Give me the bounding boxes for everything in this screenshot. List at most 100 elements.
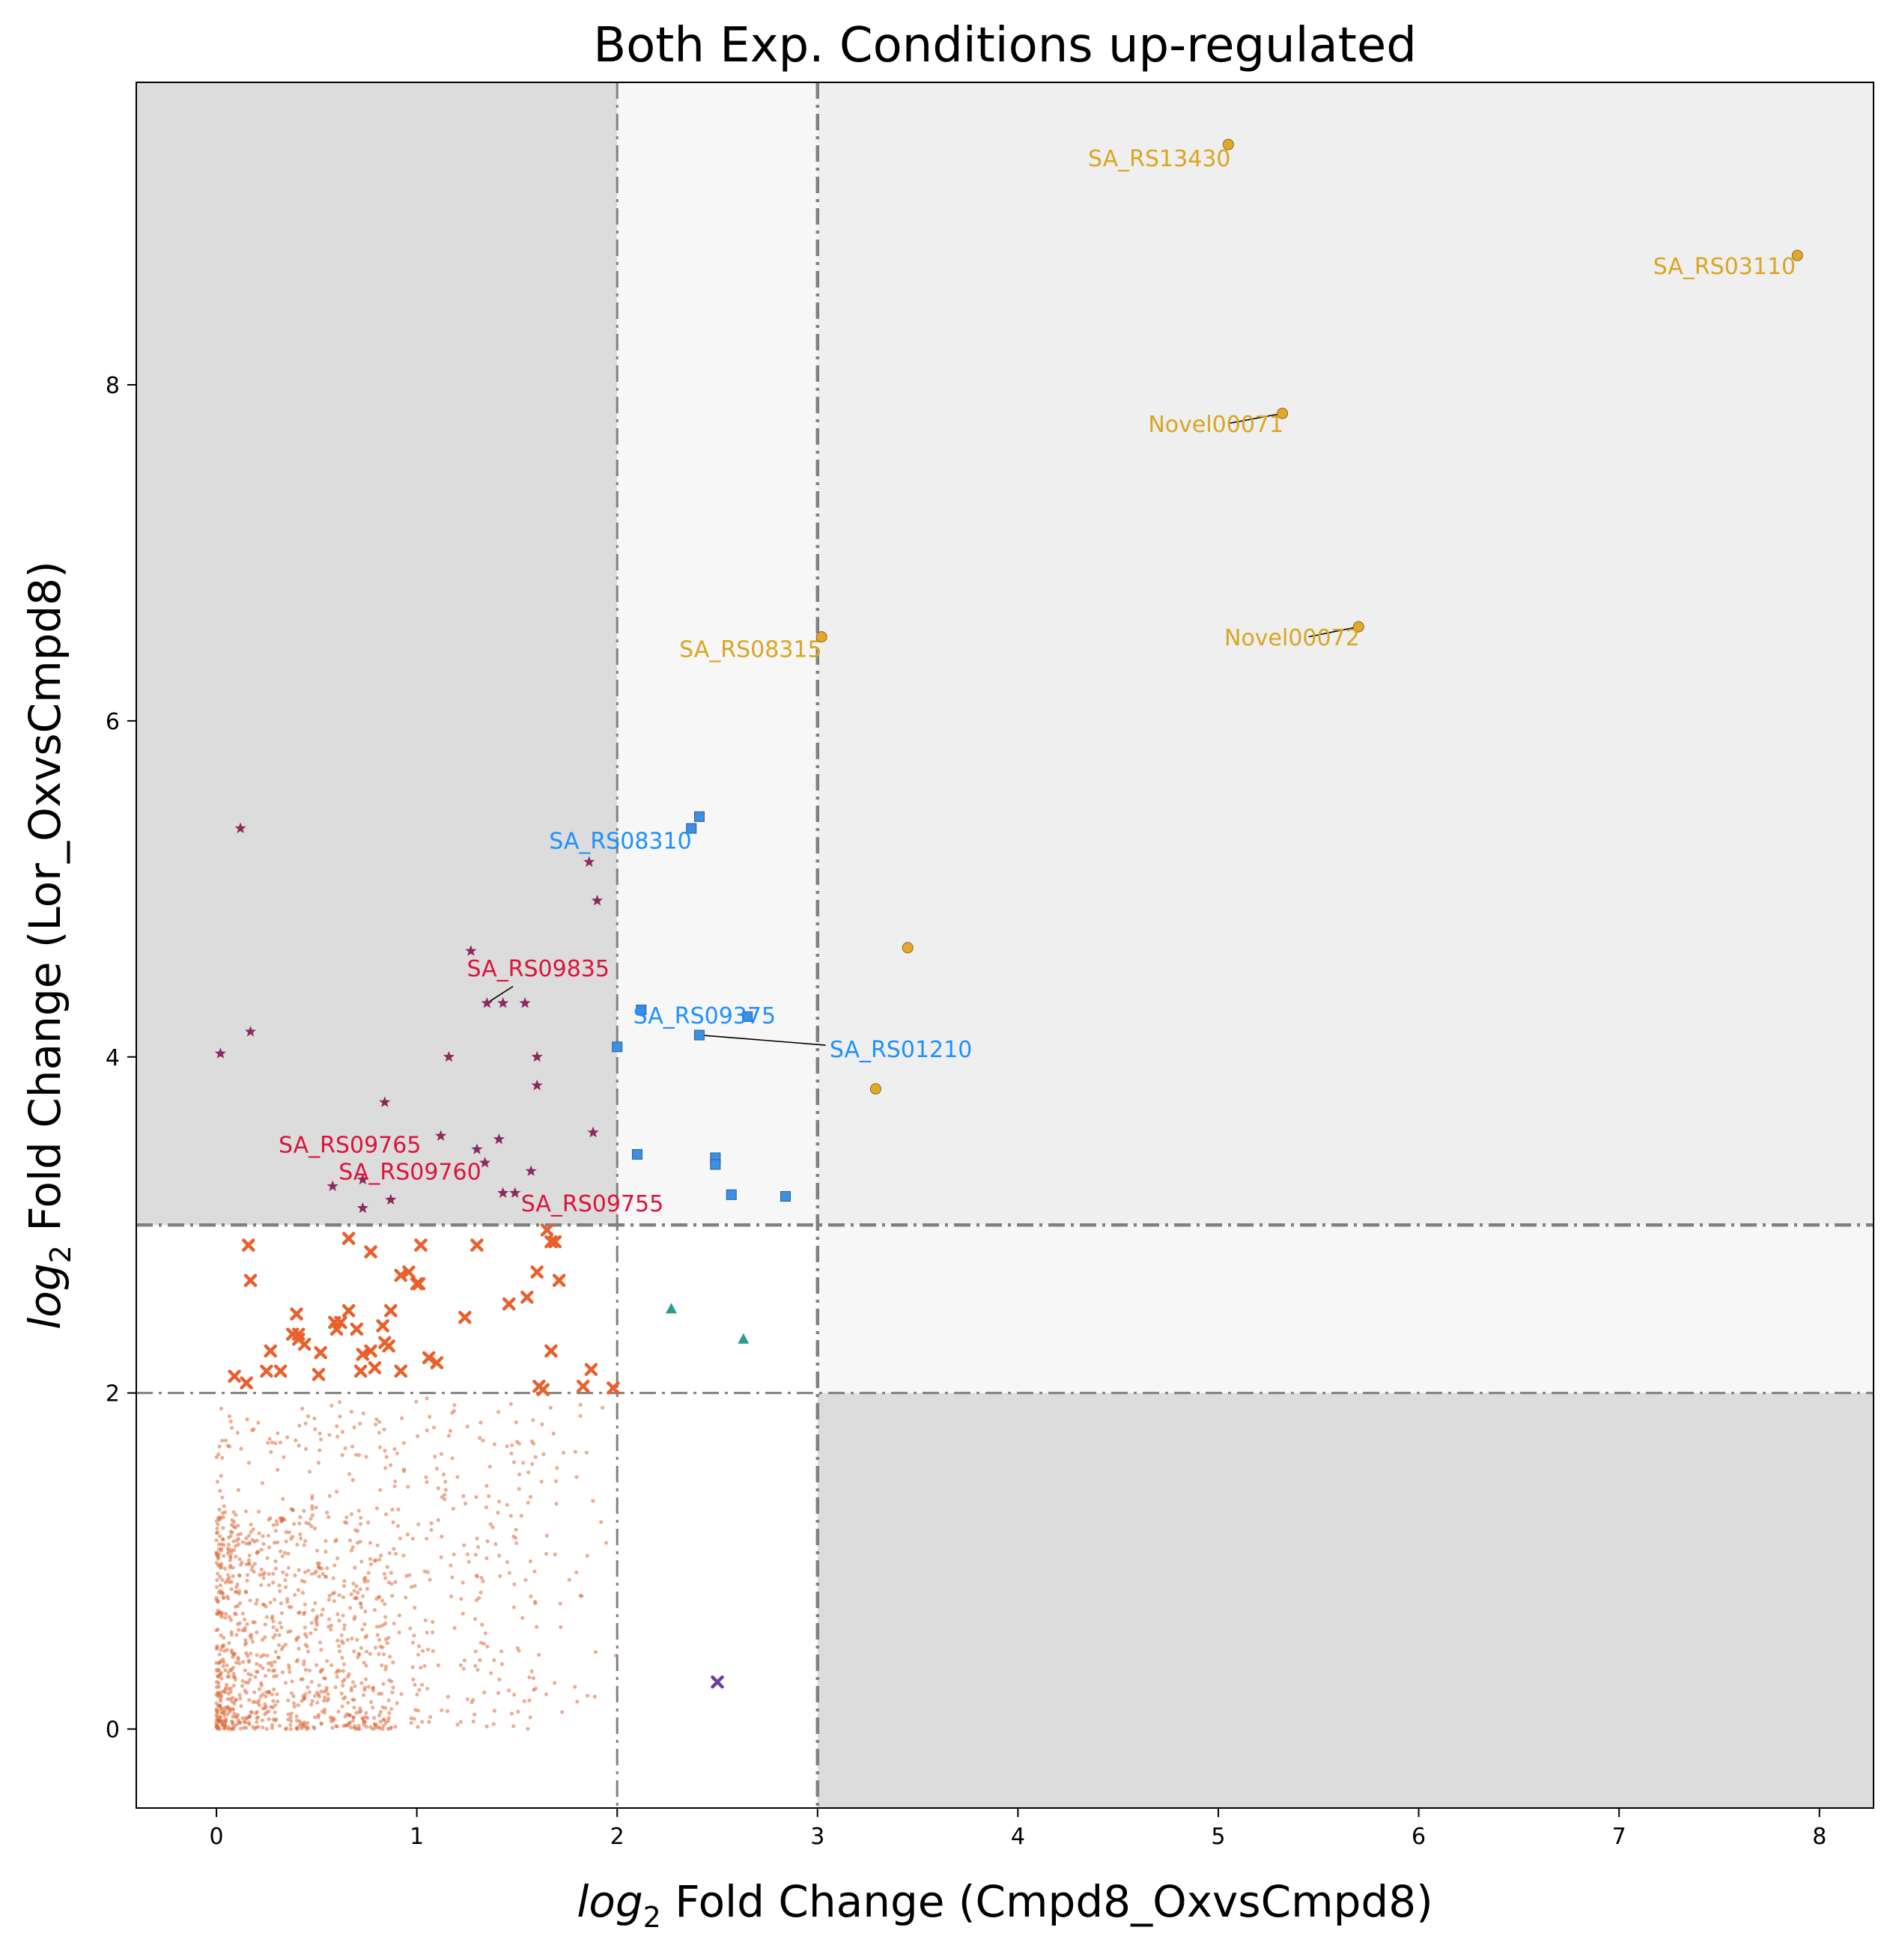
background-point bbox=[255, 1725, 259, 1729]
background-point bbox=[424, 1475, 428, 1479]
background-point bbox=[275, 1522, 279, 1527]
background-point bbox=[228, 1709, 232, 1714]
data-point-cross bbox=[502, 1297, 516, 1311]
background-point bbox=[284, 1530, 288, 1535]
background-point bbox=[303, 1692, 308, 1696]
background-point bbox=[244, 1590, 249, 1595]
data-point-cross bbox=[341, 1303, 356, 1318]
background-point bbox=[253, 1675, 258, 1679]
background-point bbox=[391, 1685, 395, 1690]
background-point bbox=[252, 1427, 256, 1431]
background-point bbox=[531, 1418, 535, 1422]
background-point bbox=[217, 1718, 222, 1723]
background-point bbox=[365, 1579, 370, 1583]
background-point bbox=[226, 1691, 231, 1696]
background-point bbox=[239, 1704, 243, 1708]
background-point bbox=[526, 1500, 530, 1505]
background-point bbox=[553, 1681, 557, 1685]
background-point bbox=[551, 1431, 556, 1436]
background-point bbox=[496, 1410, 501, 1414]
background-point bbox=[573, 1684, 577, 1689]
background-point bbox=[416, 1434, 420, 1438]
background-point bbox=[291, 1701, 296, 1705]
background-point bbox=[294, 1726, 300, 1731]
background-point bbox=[413, 1605, 417, 1610]
background-point bbox=[492, 1658, 496, 1663]
background-point bbox=[270, 1726, 275, 1730]
background-point bbox=[481, 1438, 485, 1443]
background-point bbox=[282, 1455, 286, 1459]
background-point bbox=[377, 1713, 382, 1717]
background-point bbox=[450, 1456, 455, 1461]
background-point bbox=[319, 1721, 323, 1726]
background-point bbox=[292, 1521, 297, 1527]
background-point bbox=[219, 1542, 224, 1547]
background-point bbox=[215, 1530, 219, 1535]
data-point-cross bbox=[540, 1223, 554, 1237]
background-point bbox=[240, 1628, 245, 1633]
background-point bbox=[455, 1475, 460, 1479]
background-point bbox=[229, 1630, 234, 1634]
background-point bbox=[330, 1726, 335, 1730]
background-point bbox=[440, 1495, 444, 1500]
background-point bbox=[331, 1718, 335, 1723]
background-point bbox=[405, 1533, 410, 1537]
background-point bbox=[356, 1723, 361, 1728]
data-point-circle bbox=[1791, 249, 1803, 261]
background-point bbox=[475, 1667, 480, 1672]
background-point bbox=[548, 1405, 553, 1410]
background-point bbox=[560, 1710, 565, 1714]
background-point bbox=[281, 1570, 285, 1574]
data-point-star bbox=[481, 996, 493, 1008]
background-point bbox=[247, 1553, 252, 1558]
background-point bbox=[234, 1539, 239, 1543]
background-point bbox=[508, 1401, 513, 1406]
background-point bbox=[312, 1416, 317, 1421]
background-point bbox=[339, 1691, 344, 1696]
region-lower-right bbox=[817, 1393, 1874, 1808]
background-point bbox=[215, 1708, 219, 1713]
background-point bbox=[377, 1624, 383, 1629]
background-point bbox=[319, 1437, 323, 1442]
background-point bbox=[249, 1710, 253, 1714]
background-point bbox=[300, 1406, 305, 1411]
background-point bbox=[421, 1649, 425, 1653]
background-point bbox=[310, 1506, 315, 1511]
data-point-square bbox=[726, 1189, 737, 1200]
background-point bbox=[229, 1719, 234, 1723]
background-point bbox=[358, 1587, 362, 1592]
background-point bbox=[315, 1548, 320, 1553]
background-point bbox=[413, 1708, 418, 1712]
background-point bbox=[243, 1680, 248, 1685]
background-point bbox=[419, 1666, 423, 1670]
background-point bbox=[267, 1690, 272, 1695]
background-point bbox=[377, 1652, 381, 1656]
background-point bbox=[310, 1494, 315, 1498]
background-point bbox=[375, 1633, 380, 1637]
background-point bbox=[513, 1536, 518, 1540]
background-point bbox=[237, 1693, 242, 1697]
background-point bbox=[231, 1574, 235, 1578]
background-point bbox=[480, 1622, 484, 1627]
background-point bbox=[373, 1726, 377, 1730]
background-point bbox=[228, 1618, 234, 1622]
background-point bbox=[478, 1436, 482, 1440]
background-point bbox=[347, 1472, 352, 1476]
background-point bbox=[234, 1633, 239, 1637]
background-point bbox=[279, 1625, 284, 1630]
point-label: Novel00072 bbox=[1224, 625, 1360, 651]
background-point bbox=[487, 1494, 491, 1498]
background-point bbox=[354, 1711, 359, 1715]
background-point bbox=[365, 1634, 369, 1638]
background-point bbox=[380, 1623, 386, 1628]
background-point bbox=[514, 1527, 518, 1532]
background-point bbox=[361, 1411, 365, 1416]
background-point bbox=[264, 1604, 268, 1609]
background-point bbox=[259, 1583, 264, 1587]
background-point bbox=[221, 1526, 225, 1530]
background-point bbox=[505, 1503, 509, 1507]
background-point bbox=[283, 1726, 288, 1732]
background-point bbox=[293, 1573, 297, 1577]
background-point bbox=[335, 1612, 340, 1616]
background-point bbox=[303, 1421, 308, 1425]
